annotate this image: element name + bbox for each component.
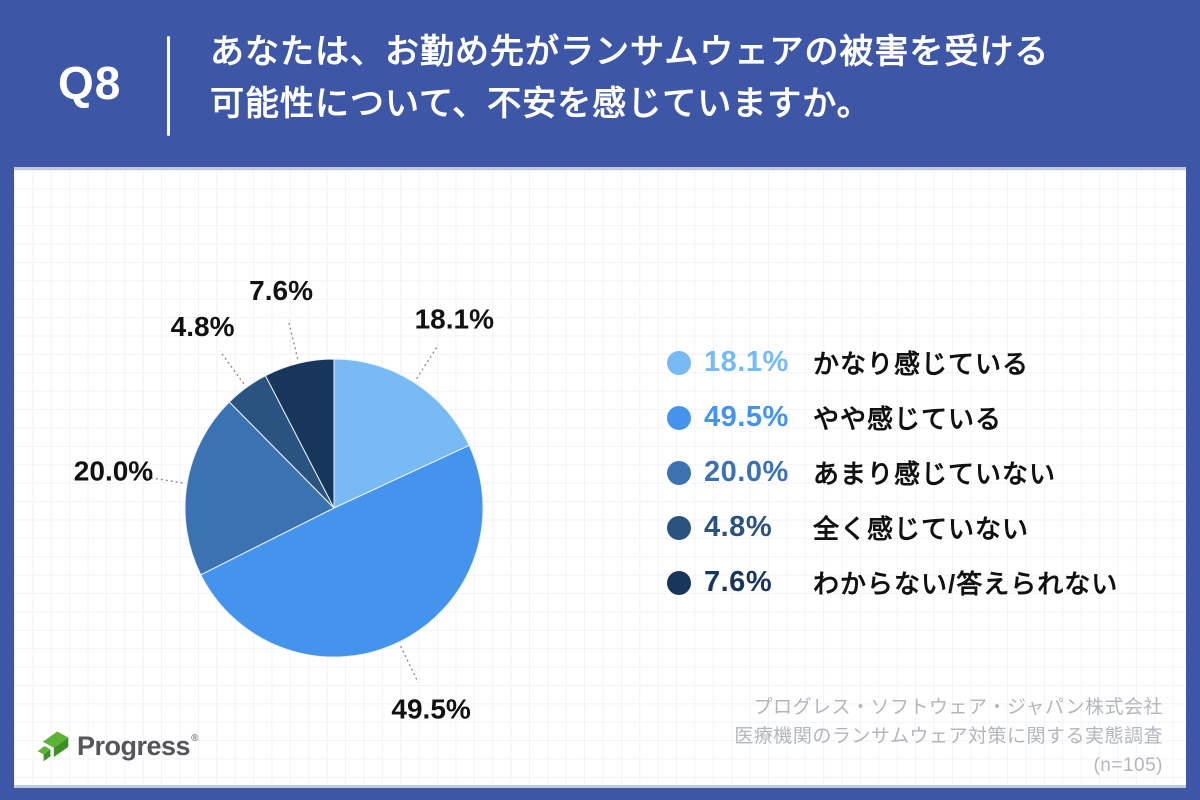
pie-slice-2	[184, 401, 335, 576]
legend-percent: 20.0%	[704, 456, 789, 488]
pie-chart: 18.1% 49.5% 20.0% 4.8% 7.6%	[74, 275, 494, 725]
legend-dot	[667, 350, 691, 375]
legend-percent: 49.5%	[704, 401, 789, 433]
attribution-sample-size: (n=105)	[1093, 755, 1163, 776]
pie-percentage-label: 49.5%	[391, 693, 470, 724]
question-text: あなたは、お勤め先がランサムウェアの被害を受ける 可能性について、不安を感じてい…	[210, 26, 1049, 130]
progress-logo: Progress®	[36, 726, 198, 766]
legend-row: 20.0% あまり感じていない	[667, 445, 1118, 500]
legend-label: 全く感じていない	[813, 514, 1030, 544]
pie-leader-line	[416, 344, 439, 380]
pie-leader-line	[219, 350, 245, 385]
question-text-line2: 可能性について、不安を感じていますか。	[210, 85, 872, 123]
attribution-survey: 医療機関のランサムウェア対策に関する実態調査	[734, 726, 1163, 747]
legend-label: あまり感じていない	[813, 459, 1057, 489]
legend-row: 7.6% わからない/答えられない	[667, 555, 1118, 610]
question-text-line1: あなたは、お勤め先がランサムウェアの被害を受ける	[210, 33, 1050, 71]
pie-slice-1	[200, 444, 484, 658]
legend-row: 49.5% やや感じている	[667, 390, 1118, 445]
legend-label: かなり感じている	[813, 349, 1030, 379]
pie-leader-line	[142, 475, 183, 484]
legend-label: わからない/答えられない	[813, 569, 1119, 599]
legend-row: 18.1% かなり感じている	[667, 335, 1118, 390]
legend-percent: 4.8%	[704, 511, 773, 543]
legend-percent: 18.1%	[704, 346, 789, 378]
legend-dot	[667, 405, 691, 430]
legend-dot	[667, 515, 691, 540]
question-number: Q8	[58, 57, 122, 109]
legend-dot	[667, 460, 691, 485]
chart-legend: 18.1% かなり感じている 49.5% やや感じている 20.0% あまり感じていない 4…	[667, 335, 1118, 610]
legend-dot	[667, 570, 691, 595]
attribution-company: プログレス・ソフトウェア・ジャパン株式会社	[753, 697, 1163, 718]
chart-panel: 18.1% 49.5% 20.0% 4.8% 7.6% 18.1% かなり感じている 49.…	[14, 170, 1186, 785]
pie-slice-0	[333, 358, 470, 509]
pie-percentage-label: 20.0%	[74, 456, 153, 487]
pie-leader-line	[287, 319, 299, 360]
pie-leader-line	[400, 645, 419, 683]
pie-percentage-label: 7.6%	[249, 275, 313, 306]
attribution: プログレス・ソフトウェア・ジャパン株式会社 医療機関のランサムウェア対策に関する…	[734, 693, 1163, 780]
legend-percent: 7.6%	[704, 566, 773, 598]
pie-slice-4	[264, 358, 335, 509]
progress-logo-icon	[37, 731, 69, 762]
registered-mark: ®	[191, 732, 198, 744]
legend-row: 4.8% 全く感じていない	[667, 500, 1118, 555]
header-divider	[167, 36, 170, 136]
question-header: Q8 あなたは、お勤め先がランサムウェアの被害を受ける 可能性について、不安を感…	[0, 0, 1200, 170]
pie-percentage-label: 4.8%	[171, 311, 235, 342]
legend-label: やや感じている	[813, 404, 1003, 434]
pie-percentage-label: 18.1%	[415, 304, 494, 335]
progress-logo-text: Progress®	[77, 730, 198, 761]
